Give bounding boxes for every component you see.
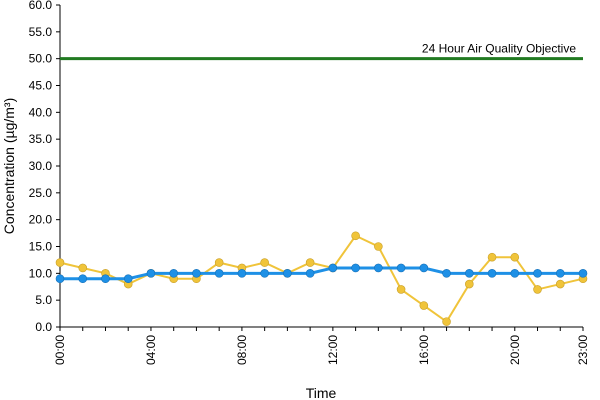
x-axis: 00:00 04:00 08:00 12:00 16:00 20:00 23:00 (53, 326, 590, 365)
series-2-line (60, 266, 583, 281)
series-1-point (442, 317, 451, 326)
series-2-point (510, 269, 520, 278)
series-2-point (396, 263, 406, 273)
series-1-point (487, 252, 497, 262)
y-tick-label: 55.0 (29, 25, 53, 39)
x-axis-title: Time (306, 385, 337, 400)
series-2-point (351, 263, 360, 273)
y-tick-label: 50.0 (29, 52, 53, 66)
series-1-point (510, 252, 520, 262)
series-1-point (78, 263, 88, 273)
y-axis-title: Concentration (µg/m³) (1, 98, 17, 234)
x-tick-label: 08:00 (235, 335, 249, 365)
series-2-point (214, 269, 224, 278)
series-1-point (419, 301, 429, 310)
series-1-point (351, 231, 360, 241)
series-2-point (169, 269, 178, 278)
series-2-point (305, 269, 315, 278)
series-1-point (214, 258, 224, 267)
y-tick-label: 35.0 (29, 132, 53, 146)
series-2 (55, 263, 588, 284)
series-2-point (192, 269, 201, 278)
series-1-point (465, 279, 474, 289)
x-tick-label: 20:00 (508, 335, 522, 365)
series-group (55, 231, 588, 326)
series-2-point (283, 269, 292, 278)
reference-line-label: 24 Hour Air Quality Objective (422, 42, 576, 56)
x-tick-label: 16:00 (417, 335, 431, 365)
y-tick-label: 40.0 (29, 105, 53, 119)
series-2-point (260, 269, 269, 278)
series-2-point (123, 274, 133, 284)
series-1-point (396, 285, 406, 294)
x-tick-label: 04:00 (144, 335, 158, 365)
series-1-point (374, 242, 383, 251)
series-2-point (533, 269, 542, 278)
series-1-point (533, 285, 542, 294)
reference-line-group: 24 Hour Air Quality Objective (60, 42, 583, 61)
x-tick-label: 23:00 (576, 335, 590, 365)
series-2-point (442, 269, 451, 278)
series-2-point (578, 269, 588, 278)
series-1-point (555, 279, 565, 289)
x-tick-label: 00:00 (53, 335, 67, 365)
y-tick-label: 15.0 (29, 240, 53, 254)
series-2-point (374, 263, 383, 273)
series-2-point (465, 269, 474, 278)
series-1-line (59, 234, 584, 324)
y-tick-label: 0.0 (35, 320, 52, 334)
y-tick-label: 45.0 (29, 79, 53, 93)
series-2-point (237, 269, 247, 278)
y-tick-label: 60.0 (29, 0, 53, 12)
y-tick-label: 10.0 (29, 266, 53, 280)
y-tick-label: 20.0 (29, 213, 53, 227)
series-2-point (487, 269, 497, 278)
y-tick-label: 5.0 (35, 293, 52, 307)
series-2-point (419, 263, 429, 273)
series-2-point (146, 269, 156, 278)
y-tick-label: 30.0 (29, 159, 53, 173)
series-2-point (555, 269, 565, 278)
series-2-point (328, 263, 338, 273)
series-1-point (260, 258, 269, 267)
x-tick-label: 12:00 (326, 335, 340, 365)
series-2-point (78, 274, 88, 284)
series-2-point (55, 274, 65, 284)
series-1 (55, 231, 588, 326)
series-1-point (305, 258, 315, 267)
series-2-point (101, 274, 110, 284)
y-axis: 0.0 5.0 10.0 15.0 20.0 25.0 30.0 35.0 40.0 45.0 50… (29, 0, 61, 334)
series-1-point (55, 258, 65, 267)
y-tick-label: 25.0 (29, 186, 53, 200)
